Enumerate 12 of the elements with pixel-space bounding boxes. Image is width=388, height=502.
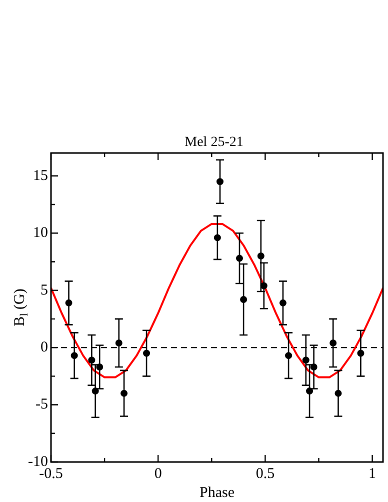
y-tick-label: -5	[36, 396, 48, 413]
x-tick-label: 0	[154, 466, 162, 482]
x-tick-label: -0.5	[39, 466, 63, 482]
y-tick-label: 10	[33, 225, 48, 242]
chart-title: Mel 25-21	[184, 135, 244, 150]
y-tick-label: 15	[33, 168, 48, 184]
x-tick-label: 0.5	[256, 466, 275, 482]
y-tick-label: 0	[40, 339, 48, 356]
y-tick-label: 5	[40, 282, 48, 298]
x-tick-label: 1	[368, 466, 376, 482]
x-axis-title: Phase	[200, 484, 235, 501]
y-axis-title: Bl (G)	[12, 288, 30, 326]
